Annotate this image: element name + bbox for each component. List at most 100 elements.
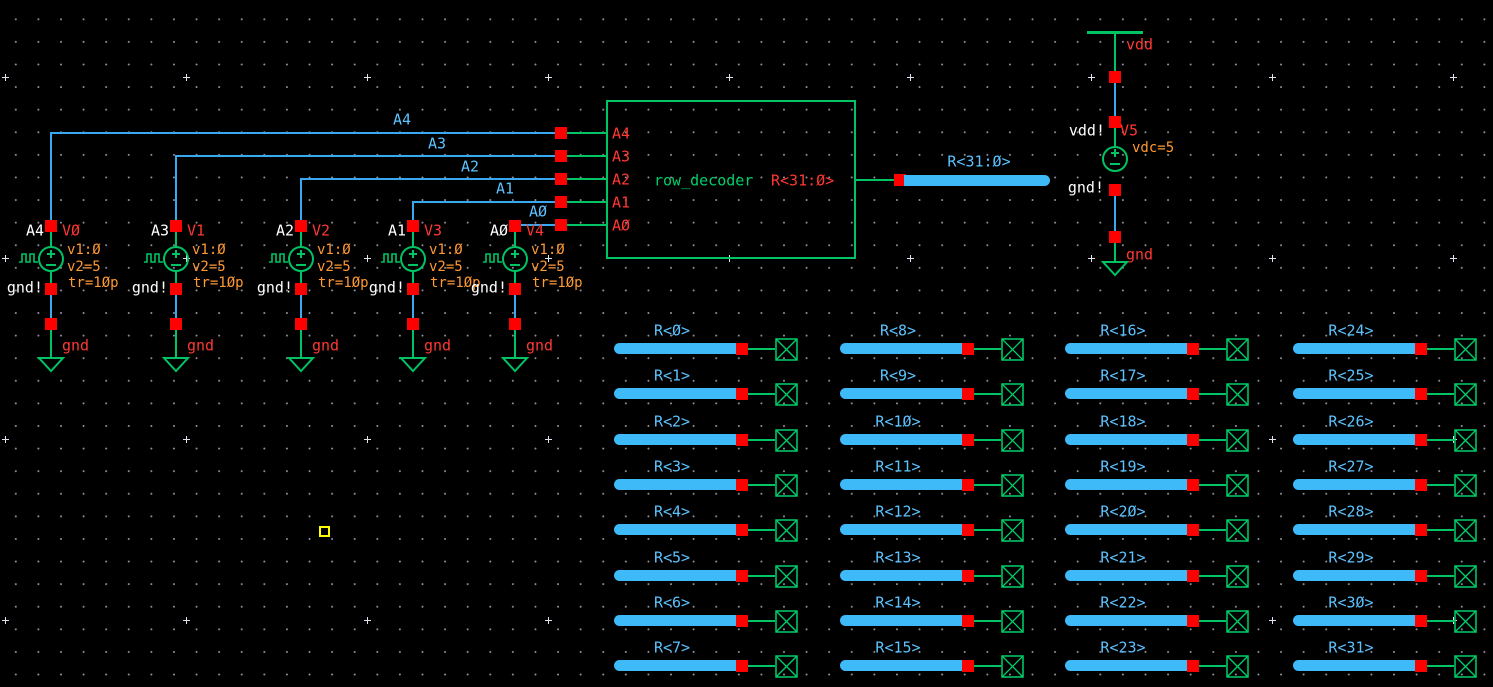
tap-net-label[interactable]: R<3Ø> [1328, 593, 1374, 612]
pin-square[interactable] [45, 220, 57, 232]
net-label[interactable]: A1 [387, 221, 406, 240]
tap-bus-wire[interactable] [614, 570, 748, 581]
pin-square[interactable] [1415, 615, 1427, 627]
tap-bus-wire[interactable] [614, 479, 748, 490]
noconn-symbol[interactable] [1454, 655, 1477, 678]
tap-net-label[interactable]: R<31> [1328, 638, 1374, 657]
tap-stub-wire[interactable] [1199, 484, 1226, 486]
noconn-symbol[interactable] [1454, 338, 1477, 361]
tap-stub-wire[interactable] [1199, 620, 1226, 622]
tap-net-label[interactable]: R<3> [653, 457, 691, 476]
pin-square[interactable] [555, 196, 567, 208]
tap-net-label[interactable]: R<6> [653, 593, 691, 612]
tap-stub-wire[interactable] [1427, 484, 1454, 486]
tap-net-label[interactable]: R<9> [879, 366, 917, 385]
tap-net-label[interactable]: R<14> [875, 593, 921, 612]
noconn-symbol[interactable] [1001, 519, 1024, 542]
pin-square[interactable] [736, 524, 748, 536]
tap-net-label[interactable]: R<Ø> [653, 321, 691, 340]
tap-bus-wire[interactable] [1293, 524, 1427, 535]
noconn-symbol[interactable] [775, 519, 798, 542]
decoder-pin-stub[interactable] [567, 201, 607, 203]
pin-square[interactable] [509, 220, 521, 232]
output-bus-wire[interactable] [904, 175, 1050, 186]
tap-bus-wire[interactable] [840, 479, 974, 490]
pin-square[interactable] [1109, 116, 1121, 128]
tap-net-label[interactable]: R<18> [1100, 412, 1146, 431]
net-wire[interactable] [50, 132, 555, 134]
decoder-output-stub[interactable] [854, 179, 894, 181]
pin-square[interactable] [736, 615, 748, 627]
tap-net-label[interactable]: R<8> [879, 321, 917, 340]
tap-stub-wire[interactable] [974, 484, 1001, 486]
tap-stub-wire[interactable] [974, 575, 1001, 577]
pin-square[interactable] [295, 220, 307, 232]
gnd-net-label[interactable]: gnd! [470, 278, 507, 297]
gnd-net-label[interactable]: gnd! [256, 278, 293, 297]
pin-square[interactable] [295, 318, 307, 330]
gnd-symbol[interactable] [36, 357, 66, 373]
noconn-symbol[interactable] [775, 429, 798, 452]
tap-stub-wire[interactable] [1427, 393, 1454, 395]
net-label[interactable]: A4 [25, 221, 44, 240]
noconn-symbol[interactable] [1001, 610, 1024, 633]
pin-square[interactable] [1187, 570, 1199, 582]
tap-stub-wire[interactable] [974, 439, 1001, 441]
tap-net-label[interactable]: R<4> [653, 502, 691, 521]
vdd-wire[interactable] [1114, 83, 1116, 117]
gnd-symbol[interactable] [398, 357, 428, 373]
tap-bus-wire[interactable] [1293, 343, 1427, 354]
tap-net-label[interactable]: R<16> [1100, 321, 1146, 340]
decoder-pin-stub[interactable] [567, 224, 607, 226]
tap-stub-wire[interactable] [974, 348, 1001, 350]
tap-stub-wire[interactable] [748, 665, 775, 667]
tap-net-label[interactable]: R<28> [1328, 502, 1374, 521]
tap-stub-wire[interactable] [1427, 439, 1454, 441]
tap-bus-wire[interactable] [614, 388, 748, 399]
noconn-symbol[interactable] [1454, 474, 1477, 497]
noconn-symbol[interactable] [1001, 429, 1024, 452]
pin-square[interactable] [1415, 479, 1427, 491]
tap-bus-wire[interactable] [840, 570, 974, 581]
tap-bus-wire[interactable] [1293, 388, 1427, 399]
gnd-wire[interactable] [412, 295, 414, 319]
pin-square[interactable] [962, 388, 974, 400]
decoder-pin-stub[interactable] [567, 155, 607, 157]
pin-square[interactable] [45, 283, 57, 295]
noconn-symbol[interactable] [1454, 519, 1477, 542]
tap-bus-wire[interactable] [1293, 660, 1427, 671]
tap-stub-wire[interactable] [1199, 348, 1226, 350]
pin-square[interactable] [1415, 343, 1427, 355]
tap-net-label[interactable]: R<26> [1328, 412, 1374, 431]
tap-bus-wire[interactable] [1065, 388, 1199, 399]
tap-net-label[interactable]: R<11> [875, 457, 921, 476]
tap-net-label[interactable]: R<29> [1328, 548, 1374, 567]
tap-stub-wire[interactable] [748, 393, 775, 395]
gnd-net-label[interactable]: gnd! [368, 278, 405, 297]
pin-square[interactable] [962, 660, 974, 672]
tap-stub-wire[interactable] [1199, 439, 1226, 441]
gnd-net-label[interactable]: gnd! [1067, 178, 1104, 197]
pin-square[interactable] [509, 318, 521, 330]
net-wire-riser[interactable] [412, 202, 414, 220]
noconn-symbol[interactable] [1001, 338, 1024, 361]
noconn-symbol[interactable] [1454, 610, 1477, 633]
net-label[interactable]: A3 [150, 221, 169, 240]
vdd-net-label[interactable]: vdd! [1068, 121, 1105, 140]
tap-bus-wire[interactable] [1065, 615, 1199, 626]
pin-square[interactable] [962, 343, 974, 355]
pin-square[interactable] [1415, 660, 1427, 672]
pin-square[interactable] [1187, 615, 1199, 627]
tap-net-label[interactable]: R<27> [1328, 457, 1374, 476]
tap-net-label[interactable]: R<12> [875, 502, 921, 521]
noconn-symbol[interactable] [1001, 565, 1024, 588]
net-wire[interactable] [175, 155, 555, 157]
noconn-symbol[interactable] [1001, 383, 1024, 406]
gnd-wire[interactable] [300, 295, 302, 319]
tap-bus-wire[interactable] [1065, 343, 1199, 354]
noconn-symbol[interactable] [1226, 565, 1249, 588]
noconn-symbol[interactable] [775, 655, 798, 678]
net-wire-riser[interactable] [300, 179, 302, 220]
tap-net-label[interactable]: R<13> [875, 548, 921, 567]
net-label[interactable]: AØ [489, 221, 508, 240]
